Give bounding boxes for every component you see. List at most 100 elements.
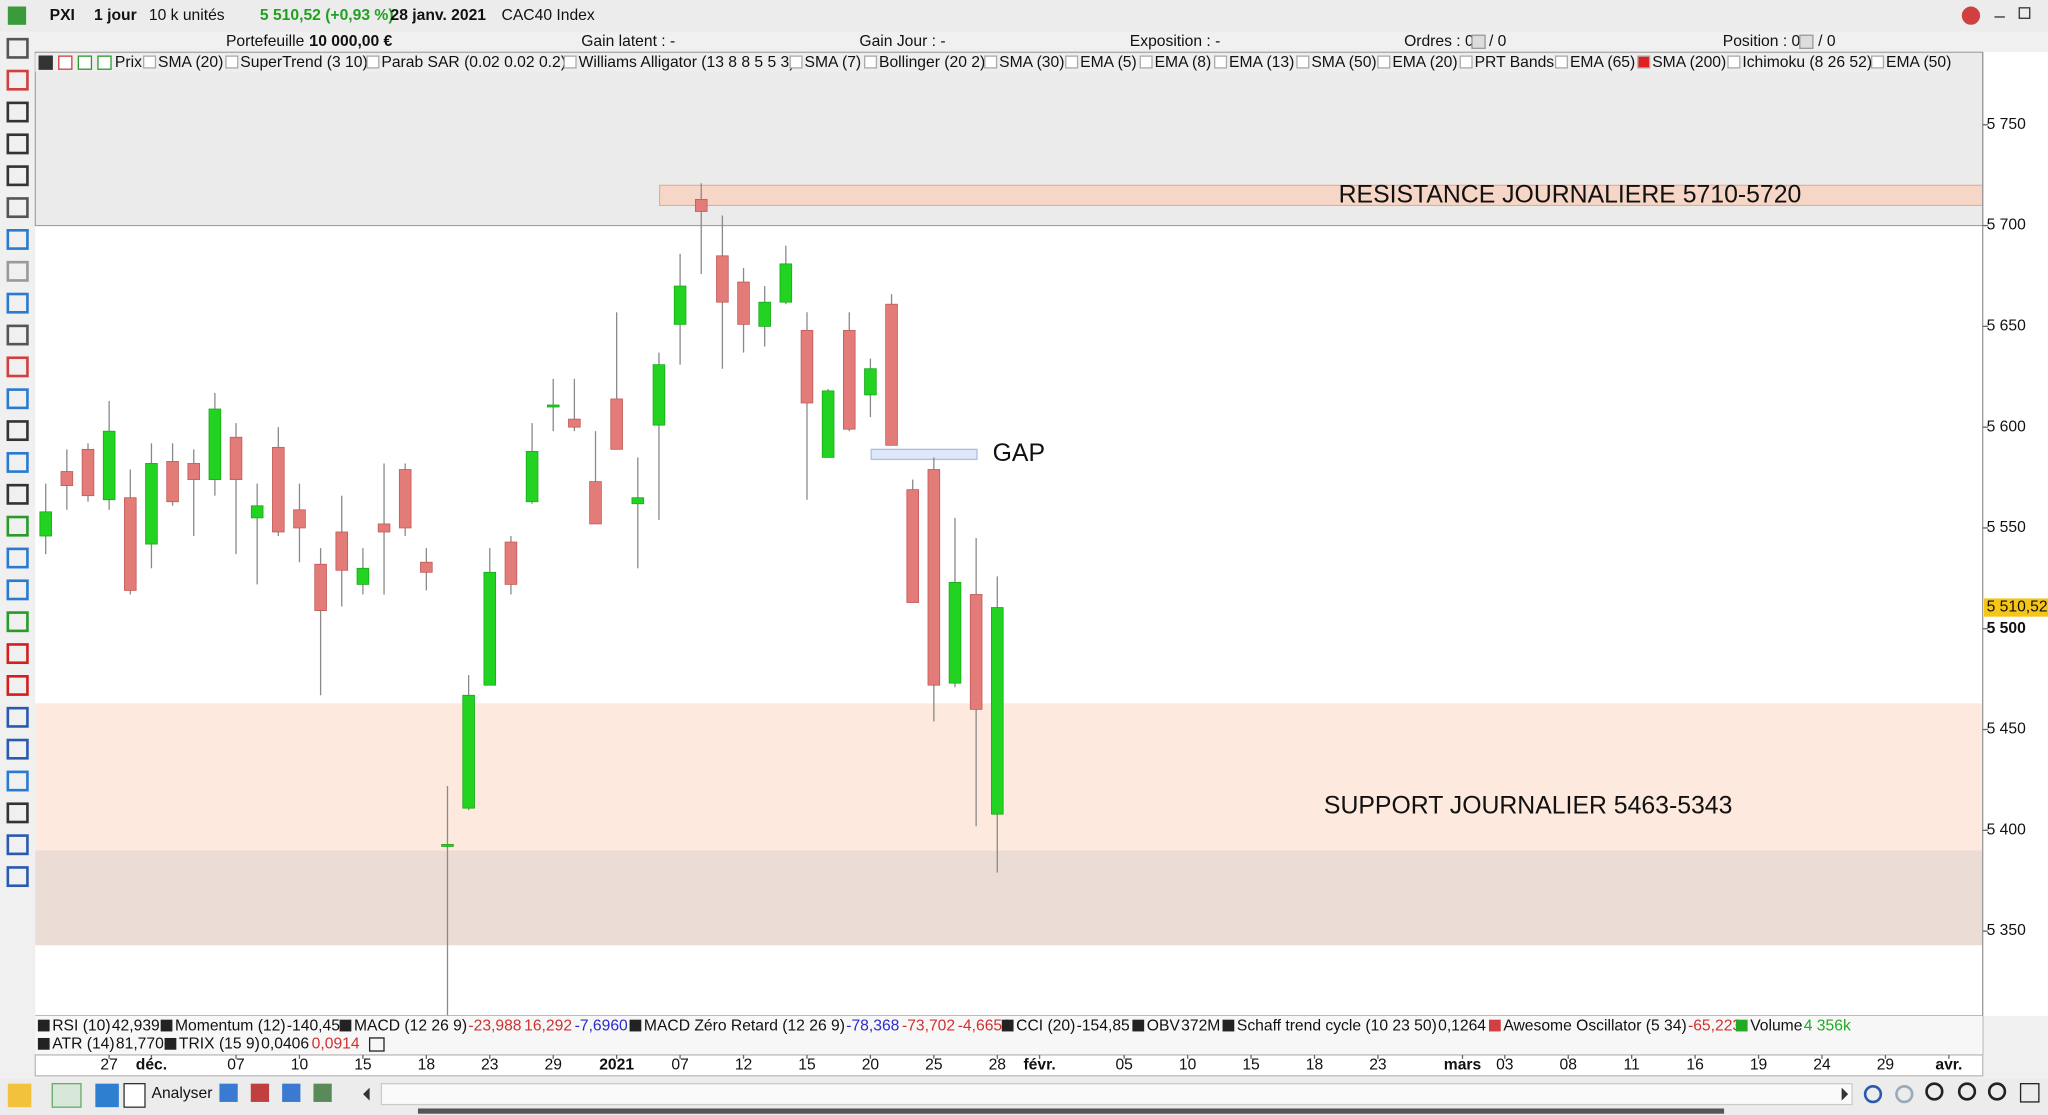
study-name[interactable]: MACD Zéro Retard (12 26 9) [644,1017,845,1034]
study-name[interactable]: ATR (14) [52,1036,114,1053]
tool-icon[interactable] [6,165,29,187]
chart-type[interactable] [51,1083,82,1108]
zoom-out[interactable] [1957,1082,1977,1101]
scroll-right[interactable] [1841,1087,1849,1101]
position-icon[interactable] [1799,34,1814,49]
indicator-checkbox[interactable] [1871,55,1885,69]
indicator-checkbox[interactable] [1459,55,1473,69]
study-name[interactable]: Schaff trend cycle (10 23 50) [1237,1017,1437,1034]
study-icon[interactable] [37,1019,50,1032]
tool-icon[interactable] [6,260,29,282]
layout[interactable] [123,1083,146,1108]
indicator-label[interactable]: SMA (7) [805,54,862,71]
tool-icon[interactable] [6,133,29,155]
indicator-checkbox[interactable] [1065,55,1079,69]
indicator-checkbox[interactable] [1727,55,1741,69]
study-restore[interactable] [368,1037,385,1052]
indicator-label[interactable]: EMA (13) [1229,54,1294,71]
study-icon[interactable] [1488,1019,1501,1032]
indicator-label[interactable]: SMA (20) [158,54,223,71]
tool-icon[interactable] [6,388,29,410]
study-icon[interactable] [1001,1019,1014,1032]
zoom[interactable] [1925,1082,1944,1101]
legend-tool[interactable] [97,55,112,70]
indicator-checkbox[interactable] [563,55,577,69]
sync-icon[interactable] [1961,6,1981,25]
icon[interactable] [219,1083,238,1102]
icon[interactable] [250,1083,270,1102]
study-icon[interactable] [629,1019,642,1032]
indicator-label[interactable]: Prix [115,54,142,71]
indicator-label[interactable]: PRT Bands [1475,54,1555,71]
tool-icon[interactable] [6,834,29,856]
indicator-checkbox[interactable] [1214,55,1228,69]
indicator-label[interactable]: EMA (5) [1080,54,1137,71]
indicator-label[interactable]: Parab SAR (0.02 0.02 0.2) [381,54,566,71]
study-name[interactable]: Volume [1750,1017,1803,1034]
study-name[interactable]: CCI (20) [1016,1017,1075,1034]
icon[interactable] [313,1083,332,1102]
indicator-label[interactable]: Ichimoku (8 26 52) [1742,54,1872,71]
tool-icon[interactable] [6,738,29,760]
scroll-left[interactable] [363,1087,370,1101]
indicator-checkbox[interactable] [1296,55,1310,69]
period[interactable]: 1 jour [94,7,137,24]
tool-icon[interactable] [6,37,29,59]
indicator-label[interactable]: EMA (20) [1392,54,1457,71]
indicator-checkbox[interactable] [366,55,380,69]
share[interactable] [95,1083,119,1108]
draw-tool[interactable] [7,1083,32,1108]
study-icon[interactable] [164,1037,177,1050]
tool-icon[interactable] [6,483,29,505]
legend-tool[interactable] [58,55,73,70]
study-icon[interactable] [339,1019,352,1032]
indicator-label[interactable]: Bollinger (20 2) [879,54,985,71]
tool-icon[interactable] [6,643,29,665]
study-name[interactable]: TRIX (15 9) [179,1036,260,1053]
indicator-checkbox[interactable] [1554,55,1568,69]
undo[interactable] [1863,1084,1883,1104]
tool-icon[interactable] [6,420,29,442]
indicator-label[interactable]: SuperTrend (3 10) [240,54,367,71]
tool-icon[interactable] [6,356,29,378]
study-name[interactable]: MACD (12 26 9) [354,1017,467,1034]
indicator-label[interactable]: SMA (50) [1311,54,1376,71]
tool-icon[interactable] [6,101,29,123]
settings[interactable] [2019,1083,2040,1103]
zoom-in[interactable] [1987,1082,2007,1101]
orders-icon[interactable] [1471,34,1486,49]
study-icon[interactable] [37,1037,50,1050]
tool-icon[interactable] [6,547,29,569]
indicator-checkbox[interactable] [1637,55,1651,69]
study-icon[interactable] [160,1019,173,1032]
indicator-label[interactable]: SMA (30) [999,54,1064,71]
tool-icon[interactable] [6,770,29,792]
units[interactable]: 10 k unités [149,7,225,24]
maximize[interactable] [2018,7,2031,19]
indicator-checkbox[interactable] [1377,55,1391,69]
tool-icon[interactable] [6,197,29,219]
tool-icon[interactable] [6,515,29,537]
study-name[interactable]: RSI (10) [52,1017,110,1034]
tool-icon[interactable] [6,706,29,728]
redo[interactable] [1895,1084,1914,1104]
study-name[interactable]: Awesome Oscillator (5 34) [1503,1017,1686,1034]
indicator-checkbox[interactable] [789,55,803,69]
icon[interactable] [282,1083,301,1102]
indicator-label[interactable]: SMA (200) [1652,54,1726,71]
indicator-label[interactable]: EMA (8) [1155,54,1212,71]
tool-icon[interactable] [6,69,29,91]
indicator-label[interactable]: Williams Alligator (13 8 8 5 5 3) [579,54,795,71]
tool-icon[interactable] [6,675,29,696]
legend-tool[interactable] [38,55,53,70]
tool-icon[interactable] [6,611,29,633]
legend-tool[interactable] [77,55,93,70]
indicator-label[interactable]: EMA (65) [1570,54,1635,71]
indicator-checkbox[interactable] [984,55,998,69]
study-icon[interactable] [1735,1019,1748,1032]
tool-icon[interactable] [6,579,29,601]
study-icon[interactable] [1132,1019,1145,1032]
analyse-button[interactable]: Analyser [152,1085,213,1102]
indicator-label[interactable]: EMA (50) [1886,54,1951,71]
indicator-checkbox[interactable] [143,55,157,69]
